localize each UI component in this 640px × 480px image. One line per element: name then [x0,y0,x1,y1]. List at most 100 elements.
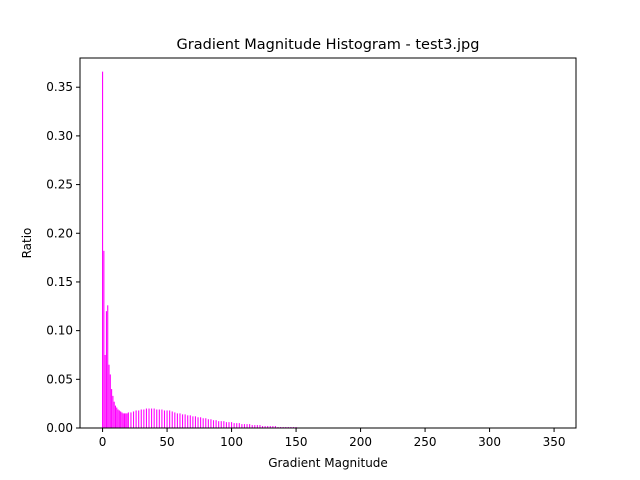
histogram-bar [215,420,217,428]
histogram-bar [200,417,202,428]
histogram-bar [174,412,176,428]
y-tick-label: 0.10 [46,324,73,338]
histogram-bar [114,405,117,428]
histogram-bar [259,425,261,428]
histogram-bar [228,422,230,428]
histogram-bar [254,425,256,428]
histogram-bar [153,408,155,428]
y-tick-label: 0.30 [46,129,73,143]
histogram-bar [163,410,166,428]
histogram-bar [241,424,243,428]
histogram-bar [161,409,163,428]
x-axis-label: Gradient Magnitude [268,456,388,470]
y-tick-label: 0.35 [46,80,73,94]
histogram-bar [145,408,147,428]
histogram-bar [156,409,158,428]
histogram-bar [212,420,215,428]
histogram-bar [171,411,173,428]
histogram-bar [205,418,207,428]
x-tick-label: 0 [99,435,107,449]
histogram-bar [269,426,271,428]
histogram-bar [176,413,178,428]
histogram-bar [126,413,128,428]
x-tick-label: 50 [159,435,174,449]
histogram-bar [182,414,184,428]
histogram-bar [179,413,181,428]
histogram-bar [236,423,238,428]
plot-frame [79,57,577,429]
histogram-bar [210,419,212,428]
histogram-bar [130,412,132,428]
x-tick-label: 100 [220,435,243,449]
x-tick-label: 350 [543,435,566,449]
histogram-bar [194,416,196,428]
histogram-bar [138,410,140,428]
histogram-bar [231,422,233,428]
histogram-bar [116,407,118,428]
histogram-bar [166,410,168,428]
histogram-bar [104,354,106,428]
histogram-bar [197,417,199,428]
histogram-bar [140,409,142,428]
histogram-bar [113,401,115,428]
histogram-bar [192,416,194,428]
y-tick-label: 0.00 [46,421,73,435]
y-tick-label: 0.15 [46,275,73,289]
histogram-bar [143,409,145,428]
histogram-bar [187,415,189,428]
y-axis-label: Ratio [20,228,34,259]
histogram-bar [267,426,269,428]
histogram-bar [108,364,110,428]
histogram-bar [148,408,150,428]
histogram-bar [169,410,171,428]
histogram-bar [109,374,111,428]
histogram-bar [111,389,113,428]
histogram-bar [202,418,204,428]
histogram-bar [272,426,274,428]
y-tick-label: 0.25 [46,178,73,192]
histogram-bar [223,421,225,428]
histogram-bar [127,412,129,428]
x-tick-label: 300 [478,435,501,449]
histogram-bar [218,421,220,428]
histogram-bar [112,395,114,428]
histogram-bar [103,250,105,428]
histogram-bar [120,411,122,428]
y-tick-label: 0.20 [46,226,73,240]
bars-group [102,71,297,428]
x-tick-label: 250 [414,435,437,449]
y-axis-ticks: 0.00 0.05 0.10 0.15 0.20 0.25 0.30 0.35 [46,80,80,435]
chart-title: Gradient Magnitude Histogram - test3.jpg [177,37,480,53]
histogram-bar [233,423,235,428]
histogram-bar [125,413,127,428]
histogram-bar [123,413,126,428]
histogram-bar [132,411,135,428]
histogram-bar [158,409,160,428]
histogram-bar [121,412,123,428]
histogram-bar [122,413,124,428]
histogram-bar [207,419,209,428]
x-tick-label: 200 [349,435,372,449]
histogram-bar [256,425,258,428]
histogram-bar [102,71,104,428]
histogram-bar [261,426,264,428]
histogram-bar [105,311,107,428]
histogram-bar [243,424,246,428]
histogram-bar [274,426,276,428]
histogram-bar [251,425,253,428]
histogram-bar [117,409,119,428]
y-tick-label: 0.05 [46,372,73,386]
histogram-bar [225,422,227,428]
histogram-bar [220,421,222,428]
histogram-bar [135,410,137,428]
histogram-bar [189,415,191,428]
histogram-bar [238,423,240,428]
x-tick-label: 150 [285,435,308,449]
histogram-bar [118,410,120,428]
histogram-bar [107,305,109,428]
histogram-bar [184,414,186,428]
histogram-bar [151,408,153,428]
histogram-bar [264,426,266,428]
x-axis-ticks: 0 50 100 150 200 250 300 350 [99,428,566,449]
